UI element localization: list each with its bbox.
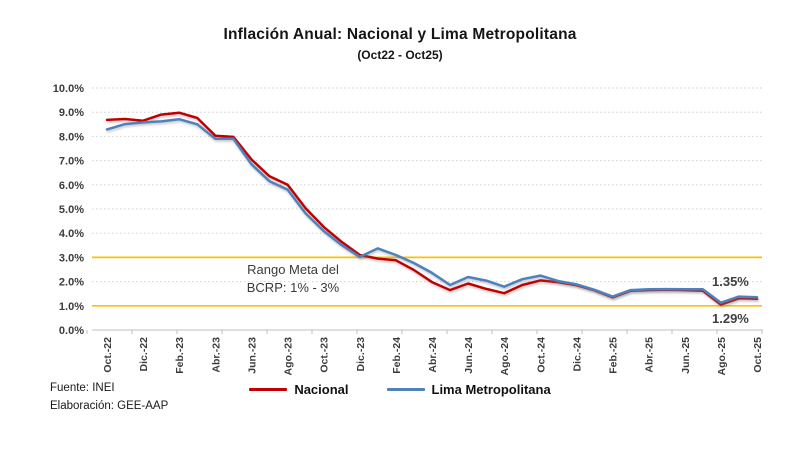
svg-text:Oct.-22: Oct.-22 <box>102 337 114 373</box>
svg-text:Abr.-25: Abr.-25 <box>644 337 656 373</box>
chart-subtitle: (Oct22 - Oct25) <box>357 48 443 62</box>
svg-text:Abr.-24: Abr.-24 <box>427 337 439 373</box>
target-range-annotation: Rango Meta del BCRP: 1% - 3% <box>213 261 373 297</box>
elaboration-line: Elaboración: GEE-AAP <box>50 400 169 413</box>
svg-text:Ago.-25: Ago.-25 <box>716 337 728 376</box>
nacional-last-value-label: 1.29% <box>712 311 749 326</box>
svg-text:Ago.-23: Ago.-23 <box>283 337 295 376</box>
svg-text:Abr.-23: Abr.-23 <box>210 337 222 373</box>
target-range-annotation-line1: Rango Meta del <box>247 262 339 277</box>
svg-text:4.0%: 4.0% <box>59 228 84 240</box>
chart-legend: Nacional Lima Metropolitana <box>0 382 800 397</box>
svg-text:Oct.-23: Oct.-23 <box>319 337 331 373</box>
svg-text:Oct.-25: Oct.-25 <box>752 337 764 373</box>
svg-text:6.0%: 6.0% <box>59 180 84 192</box>
svg-text:Jun.-23: Jun.-23 <box>246 337 258 374</box>
svg-text:9.0%: 9.0% <box>59 107 84 119</box>
svg-text:Oct.-24: Oct.-24 <box>535 337 547 373</box>
svg-text:Feb.-25: Feb.-25 <box>608 337 620 374</box>
source-line: Fuente: INEI <box>50 382 115 394</box>
svg-text:Jun.-25: Jun.-25 <box>680 337 692 374</box>
legend-item-lima: Lima Metropolitana <box>386 382 551 397</box>
svg-text:Feb.-24: Feb.-24 <box>391 337 403 374</box>
svg-text:Feb.-23: Feb.-23 <box>174 337 186 374</box>
svg-text:Dic.-23: Dic.-23 <box>355 337 367 372</box>
svg-text:Jun.-24: Jun.-24 <box>463 337 475 374</box>
svg-text:Dic.-24: Dic.-24 <box>571 337 583 372</box>
svg-text:1.0%: 1.0% <box>59 301 84 313</box>
svg-text:3.0%: 3.0% <box>59 252 84 264</box>
svg-text:2.0%: 2.0% <box>59 277 84 289</box>
lima-last-value-label: 1.35% <box>712 274 749 289</box>
chart-title: Inflación Anual: Nacional y Lima Metropo… <box>223 26 577 43</box>
lima-line-swatch-icon <box>386 388 425 391</box>
svg-text:Ago.-24: Ago.-24 <box>499 337 511 376</box>
svg-text:5.0%: 5.0% <box>59 204 84 216</box>
source-footer: Fuente: INEI Elaboración: GEE-AAP <box>50 379 168 416</box>
svg-text:10.0%: 10.0% <box>53 83 84 95</box>
svg-text:Dic.-22: Dic.-22 <box>138 337 150 372</box>
legend-item-nacional: Nacional <box>249 382 349 397</box>
svg-text:8.0%: 8.0% <box>59 131 84 143</box>
target-range-annotation-line2: BCRP: 1% - 3% <box>246 280 340 296</box>
legend-label-lima: Lima Metropolitana <box>431 382 551 397</box>
nacional-line-swatch-icon <box>249 388 288 391</box>
legend-label-nacional: Nacional <box>294 382 349 397</box>
svg-text:7.0%: 7.0% <box>59 156 84 168</box>
svg-text:0.0%: 0.0% <box>59 325 84 337</box>
